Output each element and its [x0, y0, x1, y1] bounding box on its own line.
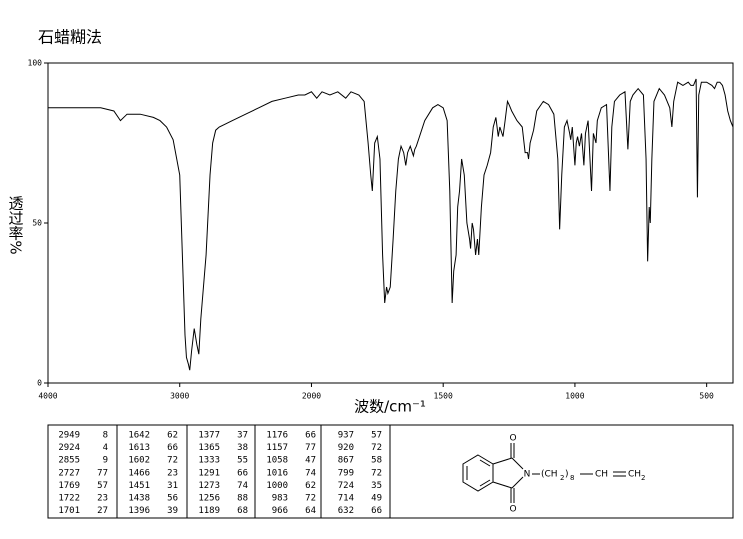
peak-transmittance: 23 [97, 494, 108, 504]
peak-transmittance: 55 [237, 456, 248, 466]
peak-wavenumber: 1642 [128, 431, 150, 441]
peak-wavenumber: 966 [272, 506, 288, 516]
spectrum-line [48, 78, 734, 371]
peak-wavenumber: 2949 [58, 431, 80, 441]
peak-transmittance: 31 [167, 481, 178, 491]
peak-transmittance: 39 [167, 506, 178, 516]
chain-label: 2 [641, 474, 645, 482]
x-tick-label: 1000 [565, 392, 584, 401]
peak-transmittance: 56 [167, 494, 178, 504]
atom-label: O [509, 434, 516, 444]
chain-label: 2 [560, 474, 564, 482]
peak-transmittance: 58 [371, 456, 382, 466]
peak-wavenumber: 1058 [266, 456, 288, 466]
peak-wavenumber: 2727 [58, 468, 80, 478]
peak-transmittance: 72 [371, 468, 382, 478]
peak-wavenumber: 1613 [128, 443, 150, 453]
peak-wavenumber: 937 [338, 431, 354, 441]
peak-wavenumber: 2855 [58, 456, 80, 466]
peak-wavenumber: 632 [338, 506, 354, 516]
peak-transmittance: 27 [97, 506, 108, 516]
peak-wavenumber: 1189 [198, 506, 220, 516]
x-tick-label: 3000 [170, 392, 189, 401]
peak-wavenumber: 1396 [128, 506, 150, 516]
peak-wavenumber: 1273 [198, 481, 220, 491]
peak-transmittance: 57 [371, 431, 382, 441]
peak-wavenumber: 1701 [58, 506, 80, 516]
peak-wavenumber: 1466 [128, 468, 150, 478]
peak-transmittance: 66 [305, 431, 316, 441]
structure-drawing [462, 443, 626, 503]
peak-wavenumber: 1365 [198, 443, 220, 453]
peak-transmittance: 8 [103, 431, 108, 441]
peak-transmittance: 64 [305, 506, 316, 516]
x-axis-label: 波数/cm⁻¹ [354, 398, 426, 416]
x-tick-label: 4000 [38, 392, 57, 401]
peak-wavenumber: 867 [338, 456, 354, 466]
peak-wavenumber: 1451 [128, 481, 150, 491]
peak-wavenumber: 1176 [266, 431, 288, 441]
chain-label: CH [628, 470, 641, 480]
peak-transmittance: 35 [371, 481, 382, 491]
peak-wavenumber: 799 [338, 468, 354, 478]
x-tick-label: 2000 [302, 392, 321, 401]
peak-transmittance: 38 [237, 443, 248, 453]
peak-transmittance: 4 [103, 443, 108, 453]
chart-title: 石蜡糊法 [38, 28, 102, 47]
peak-transmittance: 88 [237, 494, 248, 504]
chain-label: 8 [570, 474, 574, 482]
peak-wavenumber: 1291 [198, 468, 220, 478]
peak-transmittance: 49 [371, 494, 382, 504]
peak-transmittance: 23 [167, 468, 178, 478]
y-tick-label: 100 [28, 59, 43, 68]
x-tick-label: 1500 [434, 392, 453, 401]
atom-label: N [524, 470, 531, 480]
chain-label: CH [595, 470, 608, 480]
peak-wavenumber: 1000 [266, 481, 288, 491]
peak-wavenumber: 1157 [266, 443, 288, 453]
peak-transmittance: 9 [103, 456, 108, 466]
y-tick-label: 50 [32, 219, 42, 228]
chain-label: (CH [541, 470, 558, 480]
peak-transmittance: 72 [305, 494, 316, 504]
peak-wavenumber: 1016 [266, 468, 288, 478]
y-tick-label: 0 [37, 379, 42, 388]
peak-transmittance: 77 [97, 468, 108, 478]
peak-wavenumber: 983 [272, 494, 288, 504]
peak-wavenumber: 920 [338, 443, 354, 453]
peak-transmittance: 47 [305, 456, 316, 466]
x-tick-label: 500 [699, 392, 714, 401]
peak-wavenumber: 1333 [198, 456, 220, 466]
peak-transmittance: 66 [237, 468, 248, 478]
peak-transmittance: 62 [305, 481, 316, 491]
peak-wavenumber: 1722 [58, 494, 80, 504]
peak-wavenumber: 714 [338, 494, 354, 504]
peak-wavenumber: 1602 [128, 456, 150, 466]
peak-wavenumber: 1377 [198, 431, 220, 441]
y-axis-label: 透过率% [7, 195, 25, 254]
peak-transmittance: 57 [97, 481, 108, 491]
peak-transmittance: 66 [167, 443, 178, 453]
peak-wavenumber: 1438 [128, 494, 150, 504]
peak-transmittance: 74 [305, 468, 316, 478]
peak-transmittance: 74 [237, 481, 248, 491]
peak-wavenumber: 724 [338, 481, 354, 491]
peak-transmittance: 66 [371, 506, 382, 516]
peak-wavenumber: 2924 [58, 443, 80, 453]
peak-transmittance: 72 [371, 443, 382, 453]
peak-wavenumber: 1256 [198, 494, 220, 504]
peak-transmittance: 37 [237, 431, 248, 441]
chain-label: ) [565, 470, 569, 480]
atom-label: O [509, 505, 516, 515]
peak-transmittance: 77 [305, 443, 316, 453]
peak-wavenumber: 1769 [58, 481, 80, 491]
peak-transmittance: 62 [167, 431, 178, 441]
peak-transmittance: 68 [237, 506, 248, 516]
peak-transmittance: 72 [167, 456, 178, 466]
